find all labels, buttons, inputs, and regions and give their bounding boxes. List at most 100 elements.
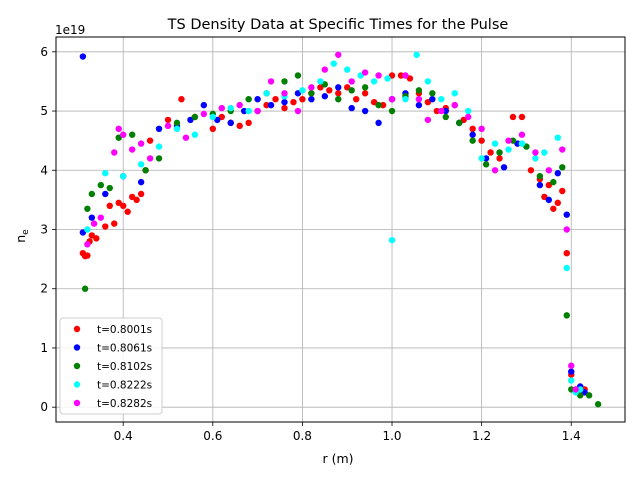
y-axis-label-main: n bbox=[13, 235, 28, 243]
legend-label: t=0.8001s bbox=[97, 324, 152, 336]
data-point bbox=[281, 90, 288, 97]
data-point bbox=[482, 155, 490, 162]
data-point bbox=[559, 187, 566, 195]
data-point bbox=[464, 107, 472, 115]
data-point bbox=[90, 220, 98, 227]
data-point bbox=[164, 122, 172, 130]
data-point bbox=[290, 98, 297, 106]
data-point bbox=[491, 167, 499, 174]
y-tick-label: 4 bbox=[40, 163, 48, 177]
data-point bbox=[330, 60, 337, 67]
data-point bbox=[254, 107, 261, 115]
data-point bbox=[178, 95, 185, 103]
data-point bbox=[111, 220, 118, 227]
data-point bbox=[236, 101, 243, 109]
data-point bbox=[308, 95, 315, 103]
data-point bbox=[375, 119, 382, 127]
data-point bbox=[200, 101, 208, 109]
data-point bbox=[146, 137, 154, 144]
data-point bbox=[84, 241, 91, 248]
data-point bbox=[79, 53, 87, 60]
data-point bbox=[102, 223, 109, 230]
data-point bbox=[415, 87, 423, 94]
legend-label: t=0.8282s bbox=[97, 398, 152, 410]
data-point bbox=[93, 235, 100, 242]
legend-marker bbox=[73, 362, 81, 370]
data-point bbox=[402, 72, 409, 79]
data-point bbox=[550, 205, 557, 212]
data-point bbox=[384, 75, 391, 82]
legend-label: t=0.8102s bbox=[97, 361, 152, 373]
data-point bbox=[294, 107, 302, 115]
data-point bbox=[375, 72, 382, 79]
data-point bbox=[155, 125, 163, 133]
x-tick-label: 0.6 bbox=[203, 429, 222, 443]
data-point bbox=[563, 249, 570, 257]
data-point bbox=[137, 161, 145, 168]
y-scale-label: 1e19 bbox=[55, 23, 85, 37]
data-point bbox=[191, 131, 199, 138]
data-point bbox=[554, 134, 561, 141]
data-point bbox=[500, 164, 508, 171]
data-point bbox=[263, 90, 270, 97]
data-point bbox=[240, 107, 248, 115]
data-point bbox=[348, 78, 355, 85]
data-point bbox=[106, 184, 113, 192]
data-point bbox=[326, 87, 333, 94]
data-point bbox=[209, 113, 217, 121]
data-point bbox=[554, 199, 561, 207]
data-point bbox=[142, 167, 149, 174]
data-point bbox=[128, 131, 136, 138]
legend-label: t=0.8061s bbox=[97, 343, 152, 355]
x-tick-label: 0.8 bbox=[293, 429, 312, 443]
legend-marker bbox=[73, 325, 81, 333]
data-point bbox=[536, 172, 544, 180]
data-point bbox=[397, 72, 405, 79]
data-point bbox=[124, 208, 131, 215]
data-point bbox=[84, 252, 91, 259]
data-point bbox=[317, 78, 324, 85]
data-point bbox=[182, 134, 190, 141]
data-point bbox=[509, 113, 517, 121]
data-point bbox=[254, 95, 261, 103]
data-point bbox=[518, 131, 526, 138]
chart-title: TS Density Data at Specific Times for th… bbox=[167, 17, 509, 33]
data-point bbox=[388, 236, 396, 244]
data-point bbox=[267, 101, 275, 109]
data-point bbox=[478, 125, 485, 133]
data-point bbox=[568, 368, 575, 375]
data-point bbox=[361, 84, 369, 91]
data-point bbox=[335, 95, 342, 103]
data-point bbox=[173, 125, 181, 133]
data-point bbox=[267, 78, 275, 85]
data-point bbox=[348, 104, 355, 112]
data-point bbox=[505, 146, 512, 153]
data-point bbox=[281, 78, 288, 85]
data-point bbox=[344, 66, 351, 73]
data-point bbox=[245, 107, 252, 115]
data-point bbox=[106, 202, 113, 210]
data-point bbox=[308, 90, 315, 97]
data-point bbox=[563, 226, 570, 233]
data-point bbox=[509, 137, 517, 144]
data-point bbox=[442, 107, 449, 115]
data-point bbox=[388, 107, 396, 115]
y-tick-label: 3 bbox=[40, 223, 48, 237]
data-point bbox=[541, 149, 548, 156]
x-axis-label: r (m) bbox=[322, 451, 353, 466]
data-point bbox=[281, 98, 288, 106]
data-point bbox=[518, 113, 526, 121]
data-point bbox=[335, 84, 342, 91]
data-point bbox=[299, 87, 306, 94]
data-point bbox=[209, 125, 217, 133]
y-tick-label: 5 bbox=[40, 104, 48, 118]
data-point bbox=[469, 125, 476, 133]
legend-label: t=0.8222s bbox=[97, 380, 152, 392]
data-point bbox=[137, 140, 145, 147]
y-axis-label-subscript: e bbox=[21, 229, 31, 235]
x-tick-label: 1.4 bbox=[562, 429, 581, 443]
data-point bbox=[299, 95, 306, 103]
data-point bbox=[102, 190, 109, 198]
data-point bbox=[155, 155, 163, 162]
